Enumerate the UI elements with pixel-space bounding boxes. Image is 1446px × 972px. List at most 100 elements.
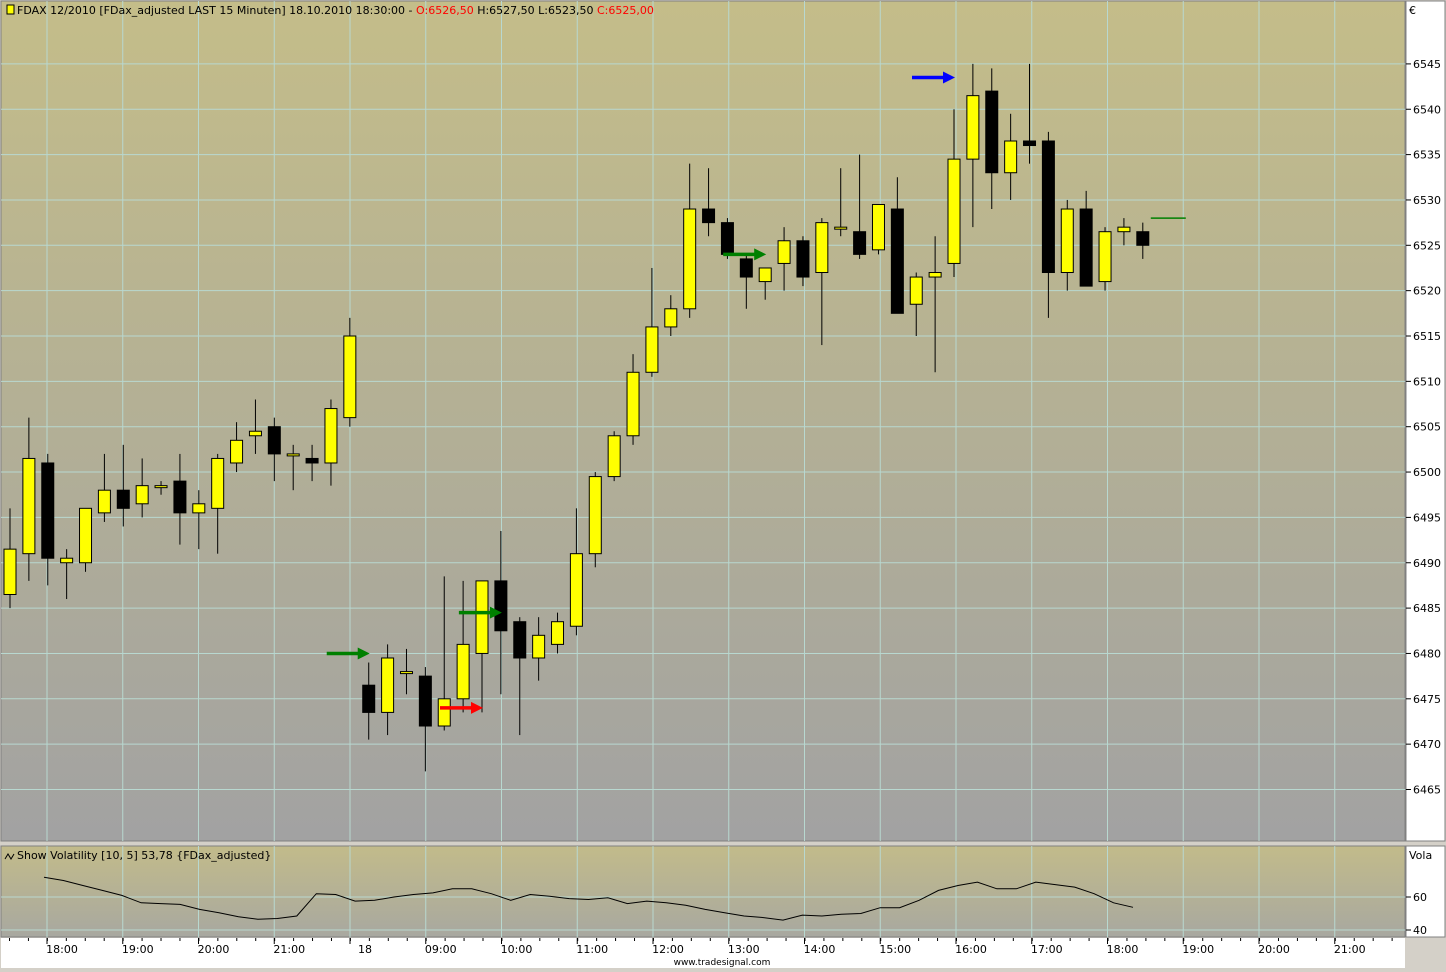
candle-up xyxy=(1098,231,1112,283)
volatility-title: Show Volatility [10, 5] 53,78 {FDax_adju… xyxy=(17,849,271,862)
open-label: O:6526,50 xyxy=(416,4,474,17)
candle-up xyxy=(588,476,602,555)
candle-down xyxy=(418,675,432,727)
candle-down xyxy=(116,489,130,509)
candle-up xyxy=(928,272,942,278)
candle-up xyxy=(815,222,829,274)
candle-down xyxy=(853,231,867,255)
arrow-head xyxy=(357,647,370,660)
candle-up xyxy=(456,643,470,700)
y-tick-label: 6465 xyxy=(1413,784,1441,797)
x-tick-label: 09:00 xyxy=(425,943,457,956)
candle-down xyxy=(513,621,527,659)
candle-up xyxy=(909,276,923,305)
x-tick-label: 20:00 xyxy=(198,943,230,956)
x-tick-label: 18:00 xyxy=(46,943,78,956)
candle-up xyxy=(1004,140,1018,174)
y-tick-label: 6470 xyxy=(1413,738,1441,751)
x-tick-label: 19:00 xyxy=(122,943,154,956)
candle-up xyxy=(286,453,300,457)
candle-down xyxy=(267,426,281,455)
candle-up xyxy=(3,548,17,595)
candle-up xyxy=(135,485,149,505)
y-tick-label: 6530 xyxy=(1413,194,1441,207)
x-tick-label: 15:00 xyxy=(879,943,911,956)
candle-up xyxy=(966,95,980,160)
x-tick-label: 11:00 xyxy=(576,943,608,956)
x-tick-label: 12:00 xyxy=(652,943,684,956)
candle-down xyxy=(1041,140,1055,274)
y-tick-label: 6520 xyxy=(1413,285,1441,298)
candle-down xyxy=(305,457,319,464)
candle-up xyxy=(381,657,395,713)
candle-down xyxy=(41,462,55,559)
y-tick-label: 6535 xyxy=(1413,149,1441,162)
close-label: C:6525,00 xyxy=(597,4,654,17)
candle-up xyxy=(343,335,357,419)
y-tick-label: 6510 xyxy=(1413,375,1441,388)
y-tick-label: 6525 xyxy=(1413,239,1441,252)
footer-credit: www.tradesignal.com xyxy=(674,958,771,968)
candle-up xyxy=(475,580,489,654)
candle-down xyxy=(890,208,904,314)
candle-up xyxy=(248,430,262,437)
candle-up xyxy=(777,240,791,264)
candle-down xyxy=(702,208,716,224)
volatility-axis-label: Vola xyxy=(1409,849,1432,862)
green-arrow xyxy=(458,606,502,619)
x-tick-label: 17:00 xyxy=(1031,943,1063,956)
volatility-header: Show Volatility [10, 5] 53,78 {FDax_adju… xyxy=(4,849,1432,862)
candle-up xyxy=(758,267,772,283)
candle-down xyxy=(1136,231,1150,246)
x-tick-label: 13:00 xyxy=(728,943,760,956)
vola-y-tick-label: 60 xyxy=(1413,891,1427,904)
candle-up xyxy=(683,208,697,310)
candle-down xyxy=(739,258,753,278)
candle-up xyxy=(1060,208,1074,274)
candle-up xyxy=(626,371,640,437)
svg-text:FDAX 12/2010 [FDax_adj: FDAX 12/2010 [FDax_adjusted LAST 15 Minu… xyxy=(17,4,654,17)
vola-y-tick-label: 40 xyxy=(1413,924,1427,937)
volatility-line xyxy=(43,876,1134,921)
candle-down xyxy=(1079,208,1093,287)
y-tick-label: 6500 xyxy=(1413,466,1441,479)
y-tick-label: 6545 xyxy=(1413,58,1441,71)
x-tick-label: 10:00 xyxy=(501,943,533,956)
green-arrow xyxy=(723,248,767,261)
candle-up xyxy=(211,457,225,509)
high-label: H:6527,50 xyxy=(477,4,534,17)
candle-down xyxy=(494,580,508,632)
candle-down xyxy=(1023,140,1037,147)
green-arrow xyxy=(326,647,370,660)
y-tick-label: 6515 xyxy=(1413,330,1441,343)
x-tick-label: 14:00 xyxy=(804,943,836,956)
candle-down xyxy=(796,240,810,278)
candle-up xyxy=(437,698,451,727)
x-tick-label: 18:00 xyxy=(1107,943,1139,956)
chart-header: FDAX 12/2010 [FDax_adjusted LAST 15 Minu… xyxy=(6,4,1416,17)
candle-up xyxy=(645,326,659,373)
indicator-icon xyxy=(4,853,15,860)
instrument-label: [FDax_adjusted LAST 15 Minuten] xyxy=(99,4,285,17)
candle-up xyxy=(399,671,413,675)
x-tick-label: 16:00 xyxy=(955,943,987,956)
candle-up xyxy=(871,203,885,251)
y-tick-label: 6495 xyxy=(1413,511,1441,524)
candle-down xyxy=(362,684,376,713)
x-tick-label: 21:00 xyxy=(273,943,305,956)
symbol-label: FDAX 12/2010 xyxy=(17,4,96,17)
candle-down xyxy=(985,90,999,174)
y-tick-label: 6480 xyxy=(1413,647,1441,660)
main-plot-area xyxy=(0,0,1406,842)
candle-up xyxy=(97,489,111,514)
y-tick-label: 6475 xyxy=(1413,693,1441,706)
chart-icon xyxy=(6,4,15,15)
arrow-head xyxy=(943,71,955,84)
candle-up xyxy=(324,408,338,464)
candle-up xyxy=(551,621,565,645)
x-tick-label: 21:00 xyxy=(1334,943,1366,956)
candle-up xyxy=(569,553,583,627)
candle-up xyxy=(607,435,621,478)
